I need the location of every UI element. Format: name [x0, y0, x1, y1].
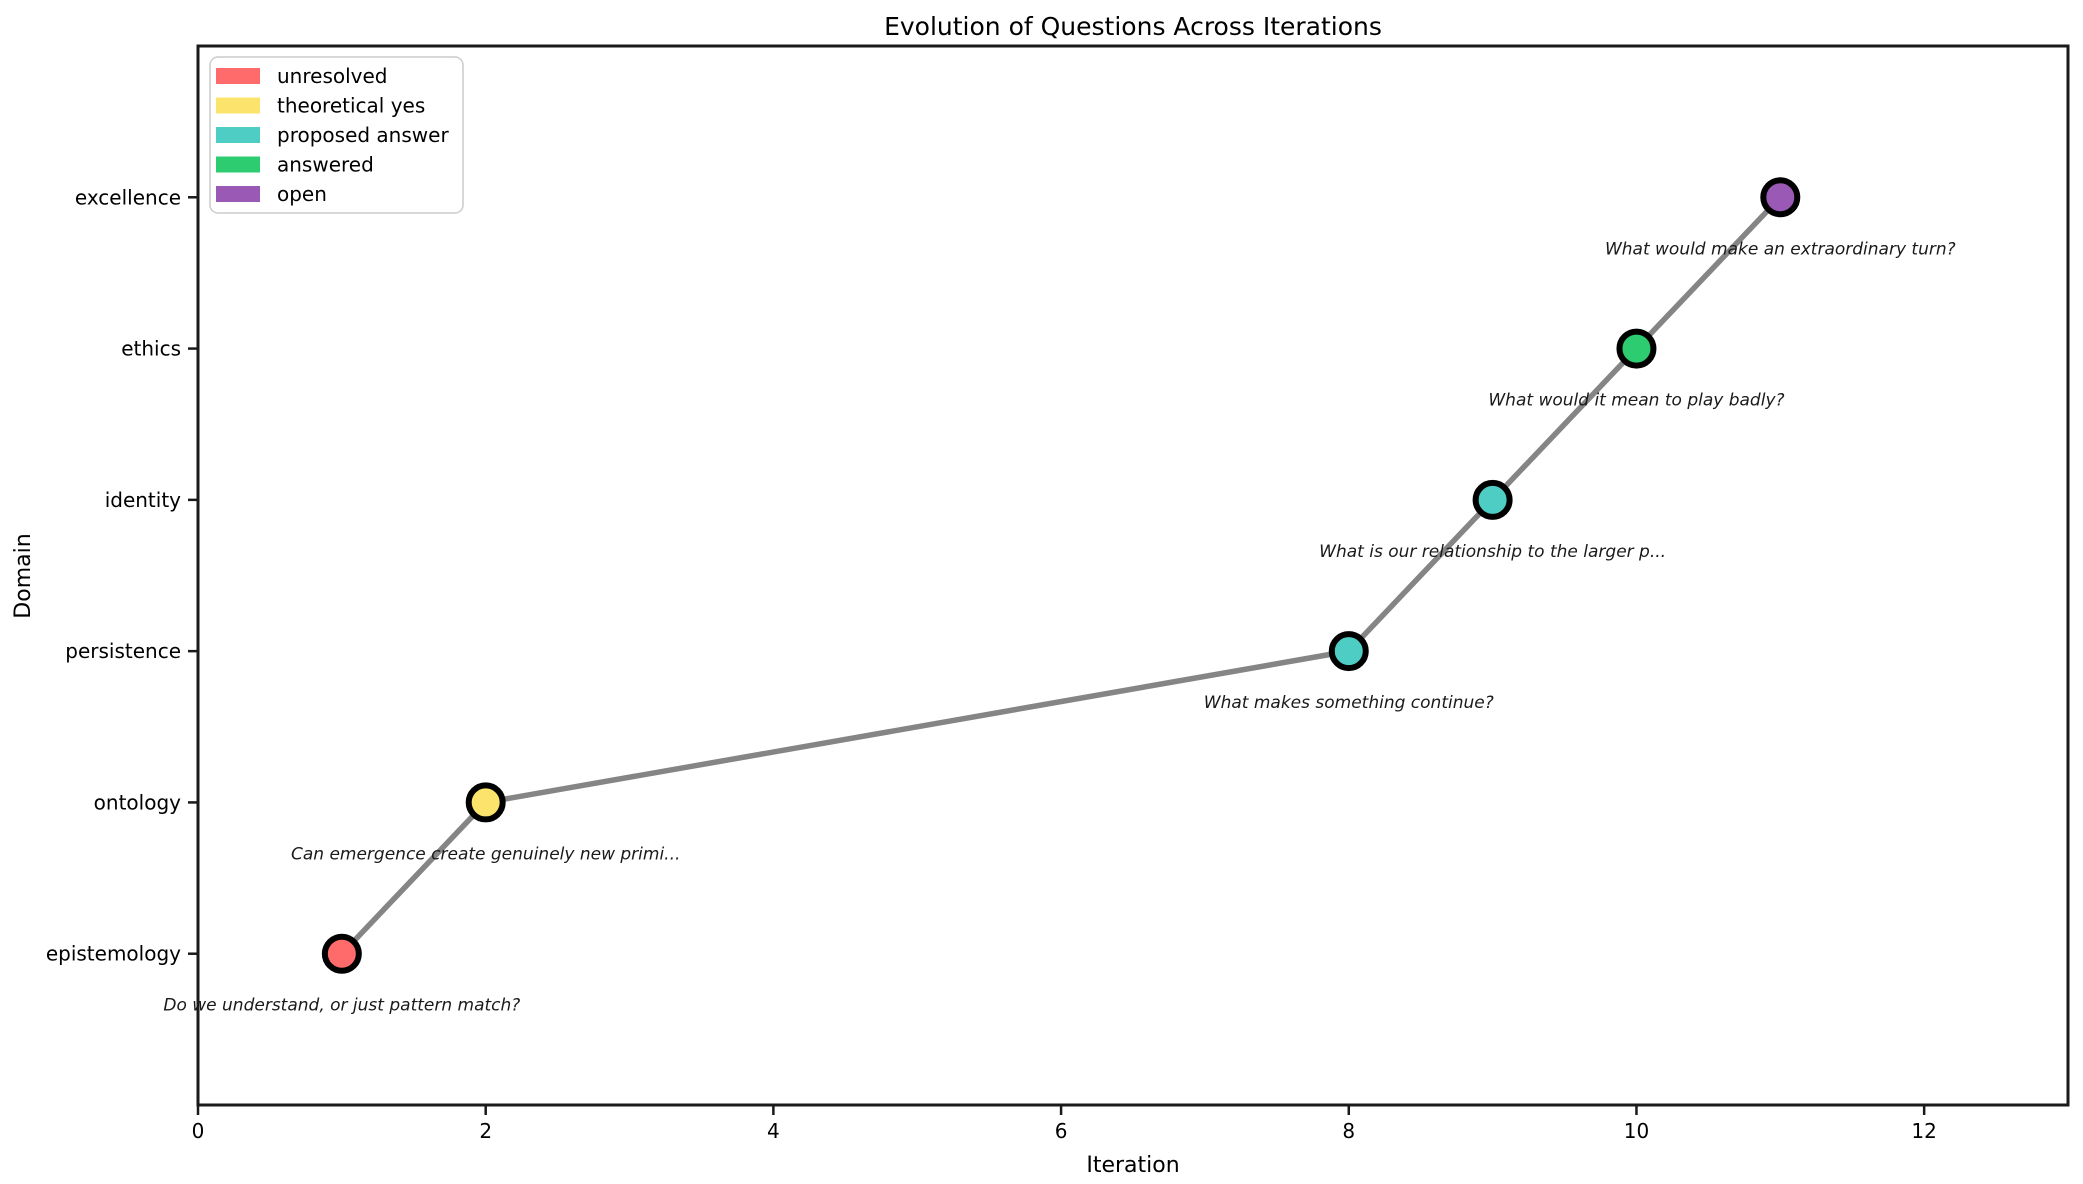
- legend-label-1: theoretical yes: [277, 94, 425, 118]
- x-tick-label: 8: [1342, 1119, 1355, 1143]
- scatter-point-excellence: [1760, 177, 1801, 218]
- scatter-points-layer: [321, 177, 1801, 974]
- y-tick-label-ontology: ontology: [94, 790, 181, 814]
- annotation-persistence: What makes something continue?: [1204, 693, 1494, 713]
- annotation-identity: What is our relationship to the larger p…: [1319, 542, 1666, 562]
- legend-swatch-4: [216, 186, 260, 202]
- legend-label-0: unresolved: [277, 64, 388, 88]
- connector-line-layer: [339, 195, 1783, 956]
- annotation-ontology: Can emergence create genuinely new primi…: [291, 844, 680, 864]
- x-axis-label: Iteration: [1086, 1153, 1179, 1178]
- legend-swatch-2: [216, 127, 260, 143]
- y-tick-label-ethics: ethics: [121, 337, 181, 361]
- y-tick-label-persistence: persistence: [65, 639, 181, 663]
- legend-label-3: answered: [277, 153, 374, 177]
- scatter-point-identity: [1472, 479, 1513, 520]
- chart-title: Evolution of Questions Across Iterations: [884, 12, 1382, 41]
- x-tick-label: 10: [1624, 1119, 1649, 1143]
- annotation-epistemology: Do we understand, or just pattern match?: [163, 996, 520, 1016]
- x-tick-label: 6: [1055, 1119, 1068, 1143]
- plot-border: [196, 44, 2070, 1107]
- scatter-point-persistence: [1328, 631, 1369, 672]
- legend-label-4: open: [277, 182, 327, 206]
- legend-box: [209, 56, 464, 214]
- x-tick-label: 2: [479, 1119, 492, 1143]
- scatter-point-ontology: [465, 782, 506, 823]
- legend-swatch-1: [216, 97, 260, 114]
- scatter-point-epistemology: [321, 933, 362, 974]
- x-tick-label: 4: [767, 1119, 780, 1143]
- y-tick-label-excellence: excellence: [75, 185, 181, 209]
- legend-label-2: proposed answer: [277, 123, 449, 147]
- y-tick-label-identity: identity: [105, 488, 181, 512]
- legend: unresolved theoretical yes proposed answer…: [209, 56, 464, 214]
- connector-line: [339, 195, 1783, 956]
- scatter-point-ethics: [1616, 328, 1657, 369]
- legend-swatch-3: [216, 156, 260, 173]
- annotation-ethics: What would it mean to play badly?: [1488, 391, 1784, 411]
- y-tick-label-epistemology: epistemology: [46, 942, 181, 966]
- y-axis-label: Domain: [11, 533, 36, 618]
- x-tick-label: 12: [1911, 1119, 1936, 1143]
- annotation-excellence: What would make an extraordinary turn?: [1605, 239, 1956, 259]
- legend-swatch-0: [216, 68, 260, 84]
- axis-ticks-layer: 0 2 4 6 8 10 12 epistemology ontology persistence…: [46, 185, 1937, 1143]
- annotations-layer: Do we understand, or just pattern match?…: [163, 239, 1955, 1015]
- x-tick-label: 0: [192, 1119, 205, 1143]
